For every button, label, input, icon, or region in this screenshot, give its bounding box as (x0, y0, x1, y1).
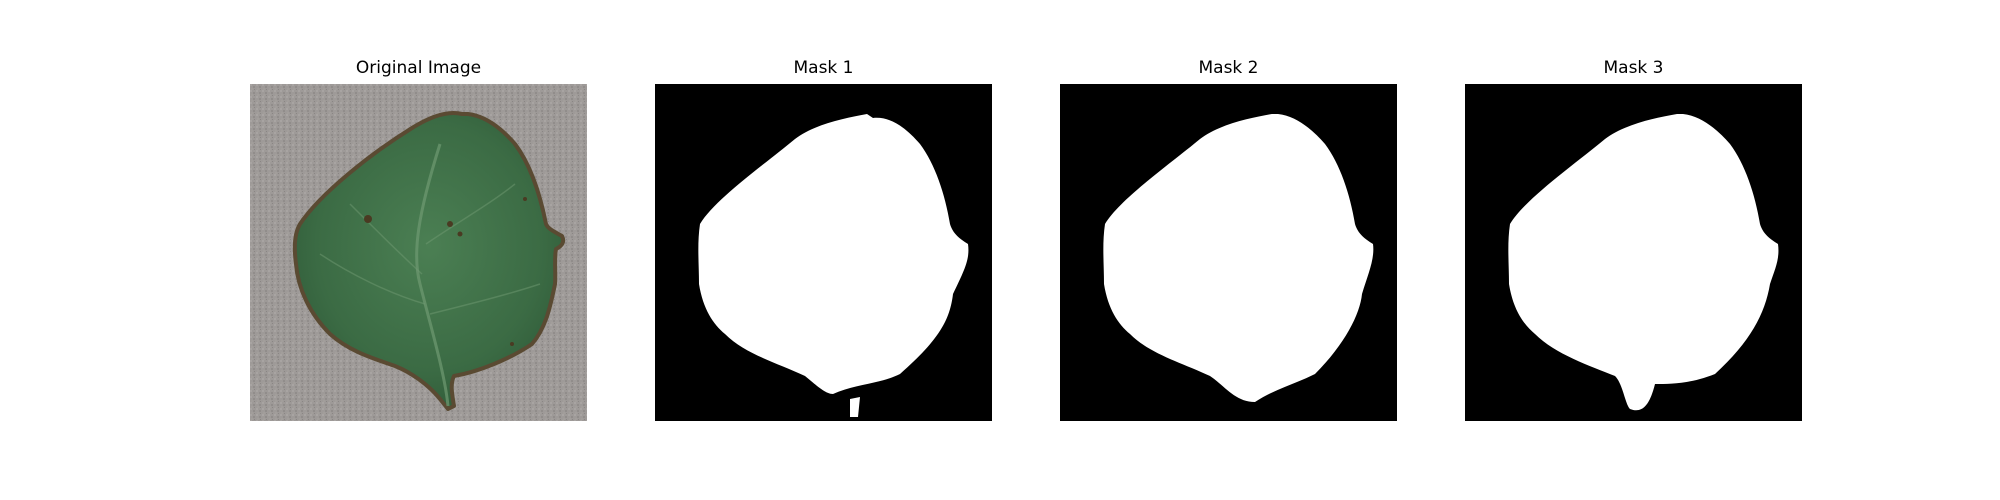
leaf-vein (349, 203, 423, 275)
panel-title-mask-2: Mask 2 (1198, 58, 1259, 78)
mask-region (698, 114, 969, 394)
mask-2-panel (1060, 84, 1397, 421)
leaf-spot (447, 221, 453, 227)
original-image-panel (250, 84, 587, 421)
leaf-spot (364, 215, 372, 223)
panel-title-mask-3: Mask 3 (1603, 58, 1664, 78)
mask-1-image (655, 84, 992, 421)
leaf-vein (319, 253, 426, 305)
mask-3-image (1465, 84, 1802, 421)
leaf-shape (292, 111, 566, 411)
leaf-vein (429, 283, 541, 315)
mask-2-image (1060, 84, 1397, 421)
leaf-vein (425, 183, 516, 245)
panel-title-original-image: Original Image (355, 58, 482, 78)
leaf-midrib (415, 143, 450, 407)
mask-1-panel (655, 84, 992, 421)
mask-3-panel (1465, 84, 1802, 421)
leaf-spot (457, 231, 463, 237)
mask-region (1103, 114, 1374, 402)
mask-region (1508, 114, 1779, 411)
leaf-spot (510, 342, 514, 346)
mask-fragment (850, 397, 860, 417)
panel-title-mask-1: Mask 1 (793, 58, 854, 78)
leaf-photo (250, 84, 587, 421)
leaf-spot (523, 197, 527, 201)
